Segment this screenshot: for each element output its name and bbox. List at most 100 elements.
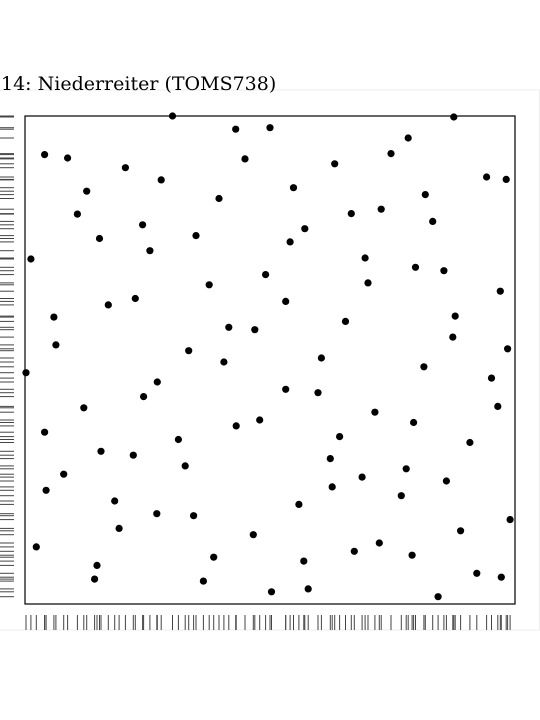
data-point-64 xyxy=(41,428,49,436)
data-point-56 xyxy=(282,385,290,393)
data-point-4 xyxy=(266,124,274,132)
y-rug xyxy=(0,115,14,598)
data-point-93 xyxy=(93,561,101,570)
data-point-81 xyxy=(190,512,198,520)
data-point-85 xyxy=(457,527,465,535)
data-point-74 xyxy=(358,473,366,481)
data-point-47 xyxy=(185,347,193,355)
data-point-72 xyxy=(402,465,410,473)
plot-area xyxy=(24,115,516,605)
data-point-63 xyxy=(232,422,240,430)
data-point-83 xyxy=(115,524,123,533)
data-point-91 xyxy=(408,551,416,559)
data-point-42 xyxy=(341,317,350,325)
data-point-98 xyxy=(304,585,312,593)
data-point-88 xyxy=(350,547,358,555)
data-point-26 xyxy=(95,234,104,243)
data-point-57 xyxy=(314,389,322,397)
data-point-89 xyxy=(375,539,383,547)
data-point-51 xyxy=(420,363,428,371)
data-point-53 xyxy=(487,374,496,382)
data-point-19 xyxy=(347,210,355,218)
data-point-60 xyxy=(371,408,379,416)
data-point-30 xyxy=(361,254,369,262)
data-point-96 xyxy=(497,573,505,581)
data-point-46 xyxy=(52,341,60,349)
data-point-70 xyxy=(326,455,334,463)
data-point-24 xyxy=(301,225,309,233)
data-point-65 xyxy=(174,435,182,444)
data-point-44 xyxy=(251,326,259,334)
data-point-61 xyxy=(410,418,418,427)
data-point-40 xyxy=(451,312,459,320)
data-point-45 xyxy=(449,333,457,341)
data-point-66 xyxy=(336,433,344,441)
data-point-18 xyxy=(215,194,223,203)
data-point-71 xyxy=(181,462,189,470)
data-point-58 xyxy=(80,404,88,412)
data-point-39 xyxy=(104,301,112,309)
data-point-75 xyxy=(42,486,50,494)
data-point-79 xyxy=(328,483,336,491)
data-point-68 xyxy=(97,447,105,455)
data-point-41 xyxy=(50,313,58,321)
data-point-17 xyxy=(289,184,298,192)
data-point-8 xyxy=(387,150,395,158)
data-point-15 xyxy=(83,187,91,195)
data-point-28 xyxy=(146,247,154,255)
data-point-59 xyxy=(494,402,502,410)
data-point-1 xyxy=(168,112,177,120)
data-point-69 xyxy=(129,451,137,459)
data-point-10 xyxy=(331,160,339,168)
data-point-67 xyxy=(466,438,474,447)
data-point-32 xyxy=(440,267,448,275)
data-point-36 xyxy=(496,287,504,295)
data-point-87 xyxy=(32,543,40,551)
data-point-48 xyxy=(504,345,512,353)
x-rug xyxy=(25,615,511,630)
data-point-22 xyxy=(429,217,437,225)
data-point-73 xyxy=(60,470,68,478)
data-point-20 xyxy=(377,205,385,213)
data-point-50 xyxy=(220,358,228,366)
data-point-14 xyxy=(502,175,510,183)
data-point-84 xyxy=(506,516,514,524)
data-points xyxy=(22,112,514,601)
data-point-2 xyxy=(450,113,458,121)
data-point-23 xyxy=(139,221,147,229)
data-point-33 xyxy=(262,271,270,279)
data-point-35 xyxy=(205,281,213,289)
data-point-7 xyxy=(64,154,72,162)
chart-title: 14: Niederreiter (TOMS738) xyxy=(1,73,276,95)
data-point-38 xyxy=(131,294,139,303)
data-point-12 xyxy=(157,176,165,184)
data-point-31 xyxy=(411,263,420,271)
data-point-94 xyxy=(473,569,481,577)
data-point-21 xyxy=(73,210,81,218)
data-point-100 xyxy=(434,593,442,601)
data-point-3 xyxy=(232,125,240,133)
data-point-6 xyxy=(41,151,49,159)
data-point-13 xyxy=(483,173,491,181)
data-point-97 xyxy=(199,577,207,585)
data-point-29 xyxy=(27,255,35,263)
data-point-43 xyxy=(225,323,233,331)
data-point-49 xyxy=(317,354,325,362)
data-point-27 xyxy=(286,238,294,246)
data-point-11 xyxy=(121,164,129,172)
data-point-92 xyxy=(300,557,308,565)
data-point-25 xyxy=(192,232,200,240)
data-point-99 xyxy=(267,588,276,596)
data-point-16 xyxy=(421,191,429,199)
data-point-90 xyxy=(210,553,218,561)
data-point-82 xyxy=(295,500,303,508)
data-point-37 xyxy=(282,297,290,305)
data-point-54 xyxy=(153,378,161,386)
data-point-78 xyxy=(111,497,119,505)
data-point-80 xyxy=(153,510,161,518)
data-point-95 xyxy=(91,575,99,583)
data-point-77 xyxy=(397,492,405,500)
data-point-76 xyxy=(442,477,450,485)
data-point-5 xyxy=(404,134,412,142)
